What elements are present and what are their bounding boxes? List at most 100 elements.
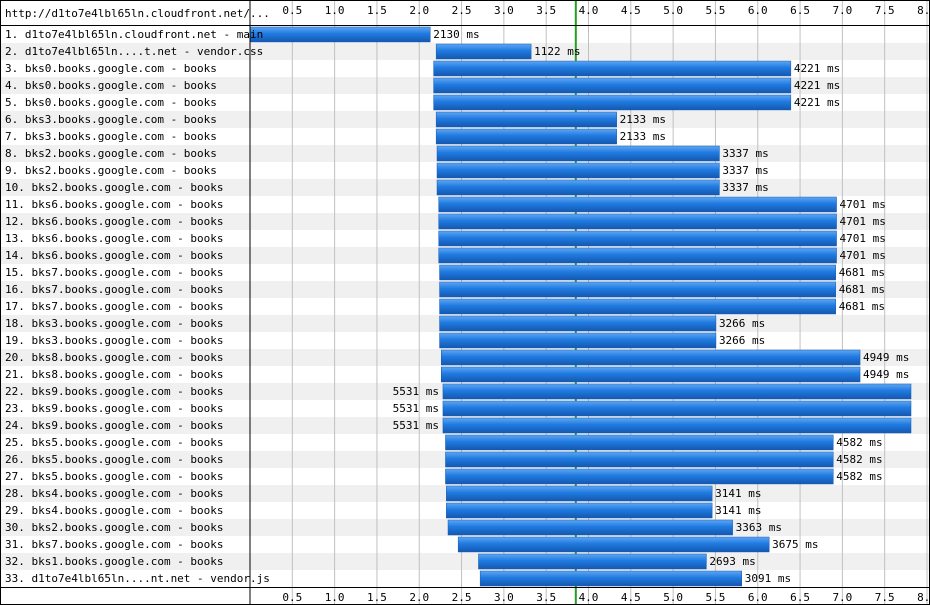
tick-label: 7.5	[875, 4, 895, 17]
tick-label: 1.5	[367, 4, 387, 17]
request-bar	[433, 60, 792, 77]
duration-label: 1122 ms	[534, 45, 580, 58]
request-label: 18. bks3.books.google.com - books	[5, 317, 224, 330]
request-bar	[439, 315, 717, 332]
request-label: 3. bks0.books.google.com - books	[5, 62, 217, 75]
tick-label: 3.0	[494, 591, 514, 604]
request-label: 33. d1to7e4lbl65ln....nt.net - vendor.js	[5, 572, 270, 585]
request-label: 2. d1to7e4lbl65ln....t.net - vendor.css	[5, 45, 263, 58]
tick-label: 0.5	[282, 4, 302, 17]
duration-label: 2130 ms	[433, 28, 479, 41]
request-bar	[439, 298, 836, 315]
request-label: 15. bks7.books.google.com - books	[5, 266, 224, 279]
request-bar	[479, 570, 743, 587]
duration-label: 4949 ms	[863, 351, 909, 364]
duration-label: 3337 ms	[722, 164, 768, 177]
request-label: 1. d1to7e4lbl65ln.cloudfront.net - main	[5, 28, 263, 41]
tick-label: 4.0	[579, 591, 599, 604]
tick-label: 7.5	[875, 591, 895, 604]
request-label: 20. bks8.books.google.com - books	[5, 351, 224, 364]
request-label: 31. bks7.books.google.com - books	[5, 538, 224, 551]
request-bar	[439, 281, 836, 298]
tick-label: 8.0	[917, 4, 930, 17]
duration-label: 3266 ms	[719, 334, 765, 347]
tick-label: 5.5	[706, 591, 726, 604]
tick-label: 6.5	[790, 4, 810, 17]
tick-label: 3.5	[536, 4, 556, 17]
duration-label: 4701 ms	[840, 215, 886, 228]
request-bar	[435, 43, 532, 60]
duration-label: 4701 ms	[840, 232, 886, 245]
request-bar	[438, 247, 837, 264]
request-label: 32. bks1.books.google.com - books	[5, 555, 224, 568]
duration-label: 4221 ms	[794, 62, 840, 75]
request-bar	[445, 434, 834, 451]
request-label: 29. bks4.books.google.com - books	[5, 504, 224, 517]
duration-label: 4681 ms	[839, 266, 885, 279]
duration-label: 3337 ms	[722, 181, 768, 194]
tick-label: 8.0	[917, 591, 930, 604]
request-label: 17. bks7.books.google.com - books	[5, 300, 224, 313]
duration-label: 2133 ms	[620, 130, 666, 143]
duration-label: 3337 ms	[722, 147, 768, 160]
page-url-header: http://d1to7e4lbl65ln.cloudfront.net/...	[5, 7, 270, 20]
duration-label: 5531 ms	[393, 385, 439, 398]
tick-label: 3.5	[536, 591, 556, 604]
request-bar	[433, 77, 792, 94]
request-label: 19. bks3.books.google.com - books	[5, 334, 224, 347]
duration-label: 3091 ms	[745, 572, 791, 585]
duration-label: 4221 ms	[794, 96, 840, 109]
duration-label: 3141 ms	[715, 487, 761, 500]
request-label: 26. bks5.books.google.com - books	[5, 453, 224, 466]
request-bar	[441, 366, 861, 383]
request-label: 14. bks6.books.google.com - books	[5, 249, 224, 262]
tick-label: 2.5	[452, 4, 472, 17]
request-bar	[446, 485, 713, 502]
request-label: 8. bks2.books.google.com - books	[5, 147, 217, 160]
tick-label: 5.0	[663, 4, 683, 17]
request-bar	[445, 468, 834, 485]
duration-label: 4221 ms	[794, 79, 840, 92]
tick-label: 6.0	[748, 591, 768, 604]
request-bar	[442, 417, 912, 434]
tick-label: 0.5	[282, 591, 302, 604]
duration-label: 2693 ms	[709, 555, 755, 568]
request-label: 11. bks6.books.google.com - books	[5, 198, 224, 211]
duration-label: 4949 ms	[863, 368, 909, 381]
request-label: 25. bks5.books.google.com - books	[5, 436, 224, 449]
request-bar	[439, 264, 836, 281]
tick-label: 6.0	[748, 4, 768, 17]
tick-label: 5.0	[663, 591, 683, 604]
top-axis-ticks: 0.5 1.0 1.5 2.0 2.5 3.0 3.5 4.0 4.5 5.0 5.5 6.0 6.5 7…	[282, 4, 930, 17]
request-bar	[249, 26, 431, 43]
tick-label: 2.0	[409, 4, 429, 17]
duration-label: 5531 ms	[393, 402, 439, 415]
request-label: 28. bks4.books.google.com - books	[5, 487, 224, 500]
request-label: 30. bks2.books.google.com - books	[5, 521, 224, 534]
request-bar	[442, 383, 912, 400]
tick-label: 6.5	[790, 591, 810, 604]
duration-label: 4681 ms	[839, 283, 885, 296]
request-bar	[438, 230, 837, 247]
request-bar	[446, 502, 713, 519]
request-label: 5. bks0.books.google.com - books	[5, 96, 217, 109]
tick-label: 4.0	[579, 4, 599, 17]
request-label: 10. bks2.books.google.com - books	[5, 181, 224, 194]
request-label: 24. bks9.books.google.com - books	[5, 419, 224, 432]
request-label: 6. bks3.books.google.com - books	[5, 113, 217, 126]
request-label: 12. bks6.books.google.com - books	[5, 215, 224, 228]
request-label: 13. bks6.books.google.com - books	[5, 232, 224, 245]
tick-label: 5.5	[706, 4, 726, 17]
request-label: 21. bks8.books.google.com - books	[5, 368, 224, 381]
duration-label: 4582 ms	[836, 470, 882, 483]
tick-label: 2.5	[452, 591, 472, 604]
tick-label: 4.5	[621, 4, 641, 17]
request-bar	[457, 536, 770, 553]
tick-label: 7.0	[832, 591, 852, 604]
tick-label: 1.5	[367, 591, 387, 604]
tick-label: 4.5	[621, 591, 641, 604]
duration-label: 3266 ms	[719, 317, 765, 330]
bottom-axis-ticks: 0.5 1.0 1.5 2.0 2.5 3.0 3.5 4.0 4.5 5.0 5.5 6.0 6.5 7…	[282, 591, 930, 604]
duration-label: 4582 ms	[836, 436, 882, 449]
